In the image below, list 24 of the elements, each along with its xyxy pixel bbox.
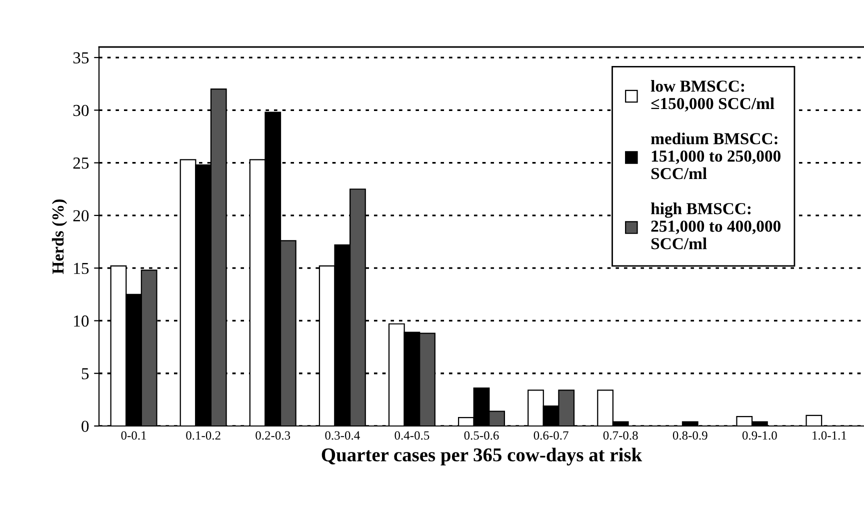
legend-label: high BMSCC: 251,000 to 400,000 SCC/ml [651,202,780,250]
y-tick-label: 5 [82,368,89,380]
x-tick-label: 0.7-0.8 [603,431,638,440]
x-axis-title: Quarter cases per 365 cow-days at risk [322,448,642,466]
y-tick-label: 10 [74,315,89,327]
x-tick-label: 0.5-0.6 [464,431,499,440]
x-tick-label: 0.2-0.3 [256,431,290,440]
y-tick-label: 20 [73,210,89,222]
y-tick-label: 25 [73,158,89,169]
x-tick-label: 0.3-0.4 [325,431,360,440]
y-axis-title: Herds (%) [52,200,68,274]
y-tick-label: 0 [82,420,89,432]
x-tick-label: 0.1-0.2 [186,431,220,440]
y-tick-label: 30 [73,104,89,116]
x-tick-label: 0.4-0.5 [394,431,430,440]
x-tick-label: 0-0.1 [121,431,146,440]
legend-label: medium BMSCC: 151,000 to 250,000 SCC/ml [651,132,780,180]
y-tick-label: 15 [74,262,89,274]
x-tick-label: 0.6-0.7 [534,431,568,440]
y-tick-label: 35 [73,52,89,64]
x-tick-label: 0.9-1.0 [742,431,777,440]
x-tick-label: 0.8-0.9 [672,431,708,440]
x-tick-label: 1.0-1.1 [812,431,846,440]
legend-label: low BMSCC: ≤150,000 SCC/ml [650,80,774,112]
